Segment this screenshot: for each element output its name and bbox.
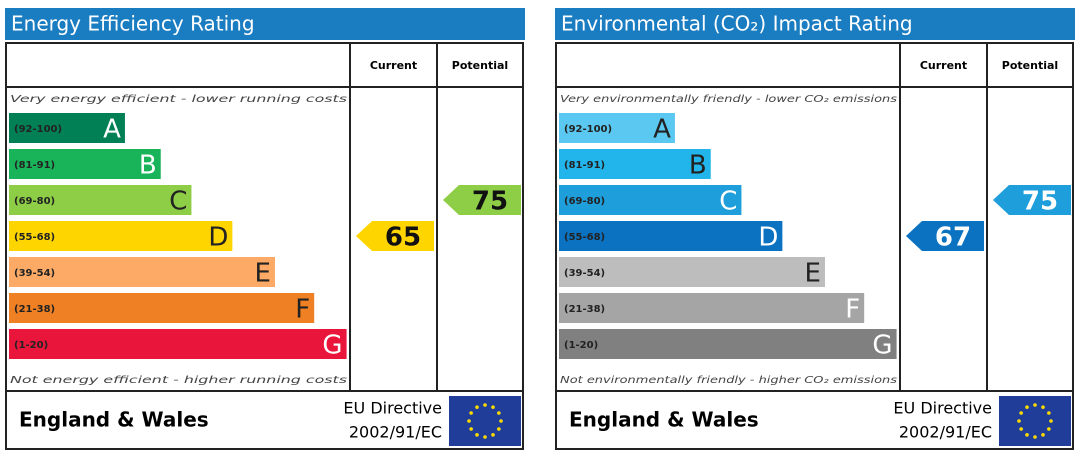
eu-star <box>497 411 501 415</box>
eu-star <box>1019 411 1023 415</box>
band <box>9 113 125 143</box>
footer-region: England & Wales <box>569 408 759 432</box>
frame <box>5 42 524 450</box>
band-range: (81-91) <box>564 160 605 171</box>
rating-arrow <box>443 185 521 215</box>
band-range: (92-100) <box>564 124 612 135</box>
band <box>9 293 315 323</box>
eu-star <box>1049 419 1053 423</box>
eu-star <box>497 427 501 431</box>
eu-star <box>1033 435 1037 439</box>
band-letter: F <box>295 295 310 325</box>
band <box>9 185 192 215</box>
eu-star <box>1041 433 1045 437</box>
rating-value: 67 <box>935 223 971 253</box>
band <box>559 185 742 215</box>
footer-directive-line: 2002/91/EC <box>349 423 442 442</box>
band-range: (39-54) <box>564 268 605 279</box>
eu-star <box>483 435 487 439</box>
rating-arrow <box>993 185 1071 215</box>
rating-arrow <box>906 221 984 251</box>
band-letter: F <box>845 295 860 325</box>
panel-title: Environmental (CO₂) Impact Rating <box>561 12 913 36</box>
band-range: (1-20) <box>14 340 48 351</box>
band <box>9 149 161 179</box>
frame <box>555 42 1074 450</box>
footer-directive-line: 2002/91/EC <box>899 423 992 442</box>
band <box>559 149 711 179</box>
band-range: (55-68) <box>14 232 55 243</box>
band-letter: D <box>758 223 778 253</box>
band <box>9 257 275 287</box>
band-letter: A <box>103 115 121 145</box>
eu-star <box>1041 405 1045 409</box>
rating-panel: Energy Efficiency Rating Current Potential… <box>5 8 525 450</box>
bottom-note: Not energy efficient - higher running co… <box>10 375 347 386</box>
eu-star <box>1019 427 1023 431</box>
band-range: (92-100) <box>14 124 62 135</box>
band-letter: E <box>255 259 271 289</box>
footer-directive-line: EU Directive <box>893 399 992 418</box>
rating-arrow <box>356 221 434 251</box>
top-note: Very energy efficient - lower running co… <box>10 94 347 105</box>
eu-star <box>469 411 473 415</box>
title-bar <box>5 8 525 40</box>
band-range: (81-91) <box>14 160 55 171</box>
header-current: Current <box>920 59 967 72</box>
band-letter: E <box>805 259 821 289</box>
title-bar <box>555 8 1075 40</box>
band <box>9 329 347 359</box>
header-current: Current <box>370 59 417 72</box>
band-letter: G <box>322 331 342 361</box>
rating-value: 65 <box>385 223 421 253</box>
band-letter: G <box>872 331 892 361</box>
eu-star <box>1025 405 1029 409</box>
band-letter: B <box>139 151 157 181</box>
eu-star <box>491 405 495 409</box>
eu-star <box>483 403 487 407</box>
band-letter: B <box>689 151 707 181</box>
band <box>559 221 783 251</box>
eu-star <box>1033 403 1037 407</box>
band <box>559 329 897 359</box>
band-range: (1-20) <box>564 340 598 351</box>
band <box>559 257 825 287</box>
footer-directive-line: EU Directive <box>343 399 442 418</box>
eu-star <box>491 433 495 437</box>
band-letter: A <box>653 115 671 145</box>
band-letter: C <box>719 187 737 217</box>
band-range: (39-54) <box>14 268 55 279</box>
eu-star <box>1047 411 1051 415</box>
band <box>559 293 865 323</box>
band-range: (69-80) <box>14 196 55 207</box>
band-letter: C <box>169 187 187 217</box>
eu-star <box>1025 433 1029 437</box>
panel-title: Energy Efficiency Rating <box>11 12 255 36</box>
band <box>559 113 675 143</box>
eu-star <box>467 419 471 423</box>
eu-star <box>469 427 473 431</box>
rating-value: 75 <box>472 187 508 217</box>
eu-star <box>1017 419 1021 423</box>
band-range: (55-68) <box>564 232 605 243</box>
band <box>9 221 233 251</box>
eu-star <box>499 419 503 423</box>
footer-region: England & Wales <box>19 408 209 432</box>
eu-star <box>475 433 479 437</box>
band-range: (21-38) <box>14 304 55 315</box>
band-range: (21-38) <box>564 304 605 315</box>
eu-star <box>475 405 479 409</box>
rating-value: 75 <box>1022 187 1058 217</box>
band-range: (69-80) <box>564 196 605 207</box>
top-note: Very environmentally friendly - lower CO… <box>560 94 897 105</box>
bottom-note: Not environmentally friendly - higher CO… <box>560 375 897 386</box>
band-letter: D <box>208 223 228 253</box>
header-potential: Potential <box>452 59 508 72</box>
header-potential: Potential <box>1002 59 1058 72</box>
rating-panel: Environmental (CO₂) Impact Rating Current… <box>555 8 1075 450</box>
eu-star <box>1047 427 1051 431</box>
